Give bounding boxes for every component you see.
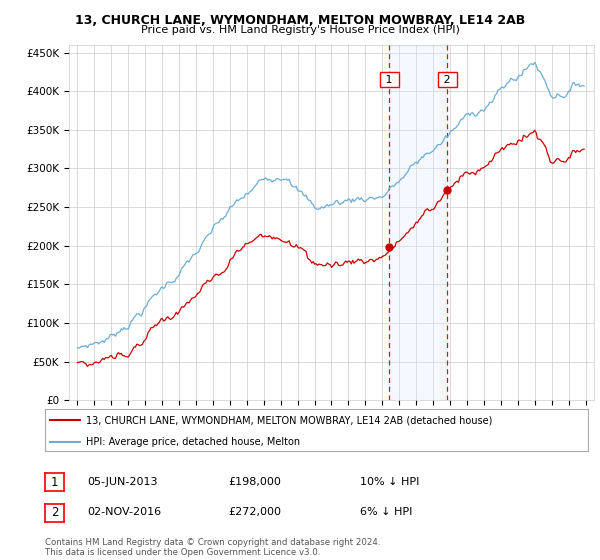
Text: £198,000: £198,000 [228, 477, 281, 487]
Text: Contains HM Land Registry data © Crown copyright and database right 2024.
This d: Contains HM Land Registry data © Crown c… [45, 538, 380, 557]
Text: 13, CHURCH LANE, WYMONDHAM, MELTON MOWBRAY, LE14 2AB: 13, CHURCH LANE, WYMONDHAM, MELTON MOWBR… [75, 14, 525, 27]
Text: 13, CHURCH LANE, WYMONDHAM, MELTON MOWBRAY, LE14 2AB (detached house): 13, CHURCH LANE, WYMONDHAM, MELTON MOWBR… [86, 415, 492, 425]
Bar [389, 45, 448, 400]
Text: 1: 1 [382, 74, 397, 85]
Text: 02-NOV-2016: 02-NOV-2016 [87, 507, 161, 517]
Text: HPI: Average price, detached house, Melton: HPI: Average price, detached house, Melt… [86, 437, 300, 446]
Text: £272,000: £272,000 [228, 507, 281, 517]
Text: 2: 2 [440, 74, 454, 85]
Text: 10% ↓ HPI: 10% ↓ HPI [360, 477, 419, 487]
Text: 6% ↓ HPI: 6% ↓ HPI [360, 507, 412, 517]
Text: 05-JUN-2013: 05-JUN-2013 [87, 477, 157, 487]
Text: Price paid vs. HM Land Registry's House Price Index (HPI): Price paid vs. HM Land Registry's House … [140, 25, 460, 35]
Text: 2: 2 [51, 506, 58, 520]
Text: 1: 1 [51, 475, 58, 489]
